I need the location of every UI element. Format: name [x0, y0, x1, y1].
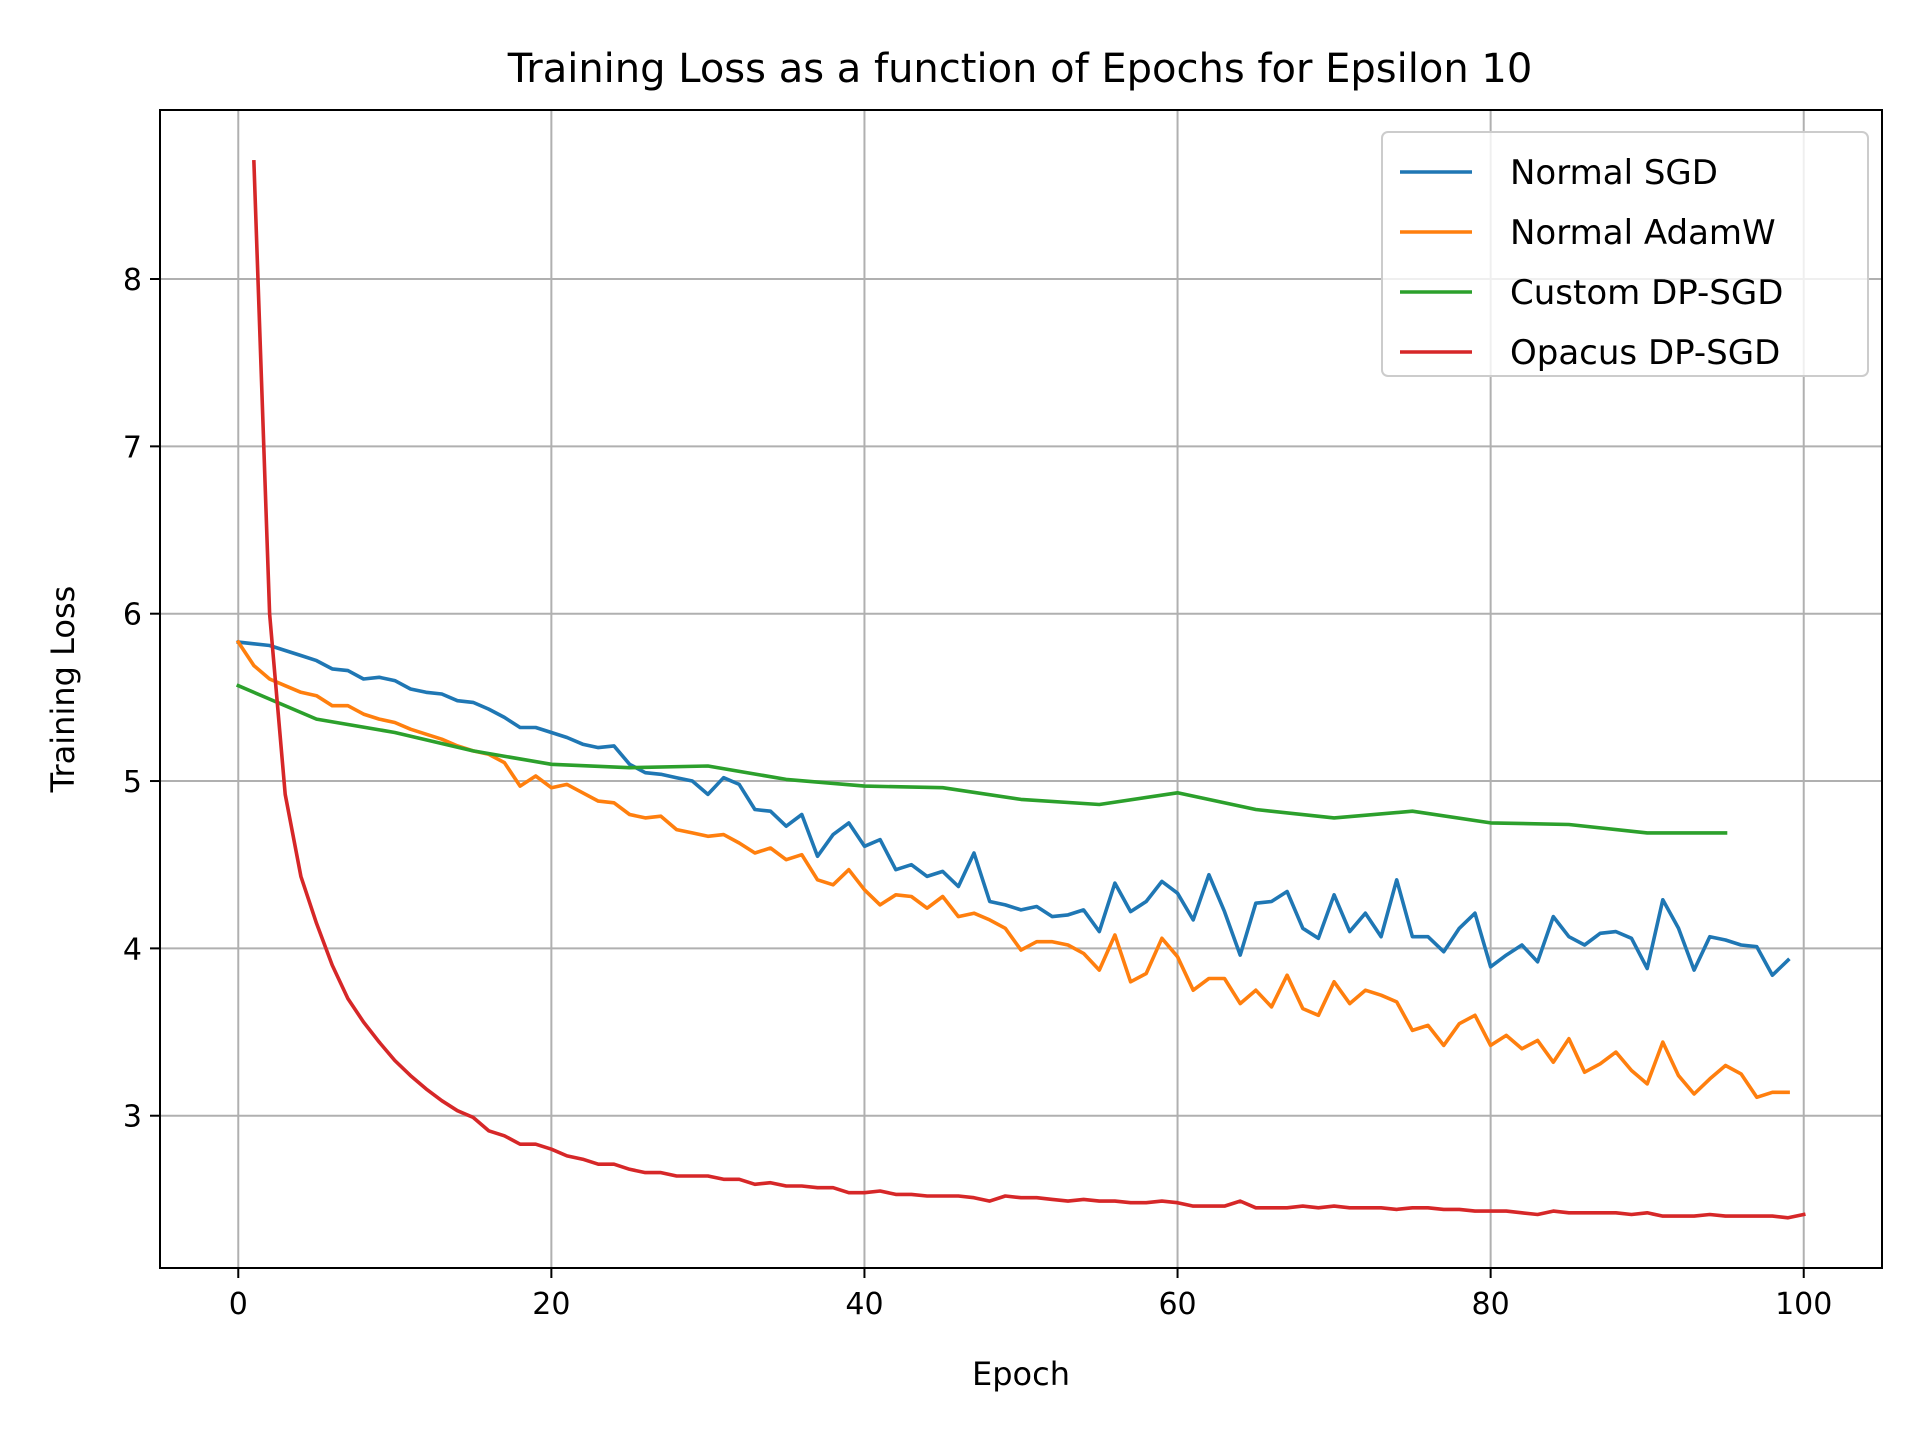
y-tick-label: 6 — [123, 598, 142, 633]
x-tick-label: 0 — [229, 1287, 248, 1322]
series-layer — [235, 160, 1806, 1220]
y-tick-label: 4 — [123, 932, 142, 967]
x-tick-label: 20 — [532, 1287, 570, 1322]
legend-label-normal-sgd: Normal SGD — [1510, 153, 1718, 193]
x-axis: 0 20 40 60 80 100 — [229, 1268, 1832, 1322]
plot-area-frame — [159, 109, 1883, 1269]
y-axis: 3 4 5 6 7 8 — [123, 263, 160, 1135]
legend-box — [1381, 131, 1869, 377]
series-line-normal-sgd — [236, 640, 1791, 978]
y-tick-label: 3 — [123, 1100, 142, 1135]
legend: Normal SGD Normal AdamW Custom DP-SGD Opacu… — [1381, 131, 1869, 377]
legend-label-normal-adamw: Normal AdamW — [1510, 213, 1776, 253]
y-tick-label: 8 — [123, 263, 142, 298]
series-line-normal-adamw — [235, 639, 1790, 1100]
legend-label-opacus-dp-sgd: Opacus DP-SGD — [1510, 333, 1780, 373]
series-line-opacus-dp-sgd — [252, 160, 1806, 1220]
x-tick-label: 80 — [1472, 1287, 1510, 1322]
x-axis-title: Epoch — [972, 1355, 1070, 1393]
x-tick-label: 60 — [1158, 1287, 1196, 1322]
y-tick-label: 7 — [123, 430, 142, 465]
y-axis-title: Training Loss — [44, 586, 82, 794]
legend-label-custom-dp-sgd: Custom DP-SGD — [1510, 273, 1783, 313]
y-tick-label: 5 — [123, 765, 142, 800]
x-tick-label: 100 — [1775, 1287, 1832, 1322]
x-tick-label: 40 — [845, 1287, 883, 1322]
series-line-custom-dp-sgd — [235, 683, 1728, 835]
chart-title: Training Loss as a function of Epochs fo… — [507, 46, 1533, 92]
